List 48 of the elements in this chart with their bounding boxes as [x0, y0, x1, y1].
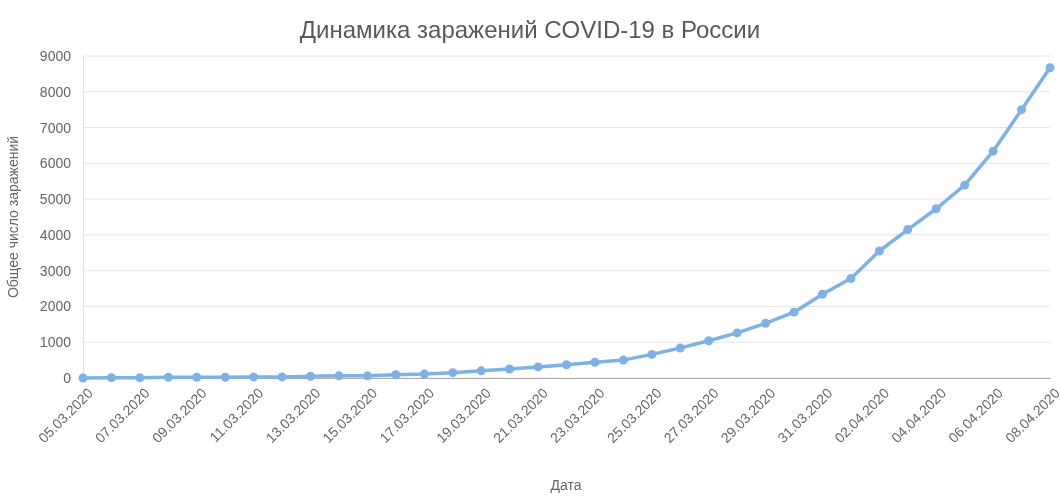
- y-tick-label: 0: [63, 369, 72, 386]
- point: [704, 336, 714, 346]
- point: [988, 146, 998, 156]
- point: [590, 357, 600, 367]
- point: [960, 180, 970, 190]
- point: [903, 225, 913, 235]
- point: [675, 343, 685, 353]
- point: [135, 373, 145, 383]
- point: [220, 372, 230, 382]
- y-tick-label: 5000: [39, 191, 72, 208]
- point: [448, 368, 458, 378]
- point: [306, 371, 316, 381]
- point: [78, 373, 88, 383]
- y-tick-label: 8000: [39, 83, 72, 100]
- point: [732, 328, 742, 338]
- point: [618, 355, 628, 365]
- point: [106, 373, 116, 383]
- point: [249, 372, 259, 382]
- point: [192, 372, 202, 382]
- y-tick-label: 6000: [39, 155, 72, 172]
- y-axis-title: Общее число заражений: [5, 135, 21, 299]
- point: [874, 246, 884, 256]
- point: [1017, 105, 1027, 115]
- point: [846, 274, 856, 284]
- point: [163, 372, 173, 382]
- point: [476, 366, 486, 376]
- point: [647, 349, 657, 359]
- point: [761, 318, 771, 328]
- point: [562, 360, 571, 370]
- point: [334, 371, 344, 381]
- point: [817, 289, 827, 299]
- y-tick-label: 7000: [39, 119, 72, 136]
- point: [505, 364, 515, 374]
- y-tick-label: 3000: [39, 262, 72, 279]
- point: [931, 204, 941, 214]
- point: [362, 371, 372, 381]
- y-tick-label: 2000: [39, 298, 72, 315]
- point: [533, 362, 543, 372]
- y-tick-label: 1000: [39, 334, 72, 351]
- y-tick-label: 4000: [39, 226, 72, 243]
- point: [391, 370, 401, 380]
- x-axis-title: Дата: [550, 477, 582, 493]
- point: [419, 369, 429, 379]
- point: [1045, 63, 1055, 73]
- y-tick-label: 9000: [39, 47, 72, 64]
- point: [277, 372, 287, 382]
- point: [789, 307, 799, 317]
- chart-title: Динамика заражений COVID-19 в России: [299, 16, 761, 43]
